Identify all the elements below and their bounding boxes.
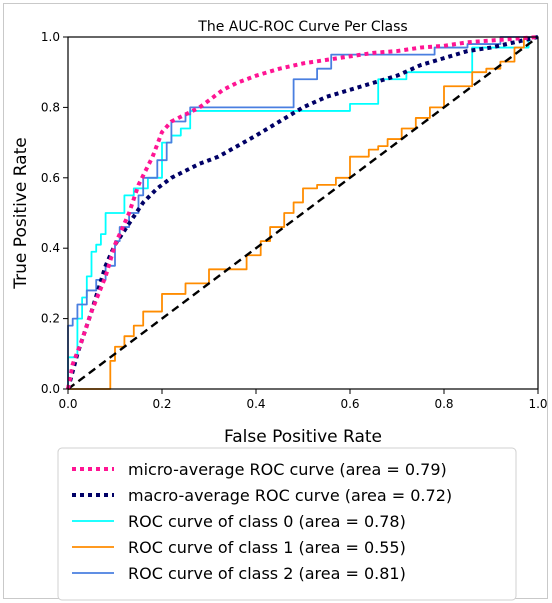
x-tick-label: 0.8 bbox=[434, 397, 453, 411]
axis-ticks: 0.0 0.2 0.4 0.6 0.8 1.0 0.0 0.2 0.4 0.6 0.8 1.0 bbox=[41, 30, 548, 411]
x-tick-label: 0.6 bbox=[340, 397, 359, 411]
plot-area-border bbox=[67, 36, 539, 390]
legend-label: micro-average ROC curve (area = 0.79) bbox=[128, 460, 447, 479]
y-tick-label: 0.8 bbox=[41, 100, 60, 114]
x-tick-label: 0.2 bbox=[152, 397, 171, 411]
legend-label: ROC curve of class 1 (area = 0.55) bbox=[128, 538, 406, 557]
legend: micro-average ROC curve (area = 0.79) mac… bbox=[57, 447, 517, 601]
y-axis-label: True Positive Rate bbox=[11, 137, 31, 289]
series-line-0 bbox=[66, 35, 539, 390]
curves-layer bbox=[66, 35, 539, 390]
series-line-4 bbox=[67, 36, 538, 389]
series-line-2 bbox=[67, 36, 538, 389]
y-tick-label: 0.2 bbox=[41, 312, 60, 326]
y-tick-label: 0.6 bbox=[41, 171, 60, 185]
chance-diagonal-line bbox=[67, 36, 539, 390]
x-tick-label: 0.4 bbox=[246, 397, 265, 411]
legend-label: macro-average ROC curve (area = 0.72) bbox=[128, 486, 452, 505]
legend-box bbox=[57, 447, 517, 601]
y-tick-label: 0.0 bbox=[41, 382, 60, 396]
legend-label: ROC curve of class 2 (area = 0.81) bbox=[128, 564, 406, 583]
y-tick-label: 1.0 bbox=[41, 30, 60, 44]
chart-title: The AUC-ROC Curve Per Class bbox=[197, 19, 407, 35]
legend-label: ROC curve of class 0 (area = 0.78) bbox=[128, 512, 406, 531]
series-line-3 bbox=[68, 36, 538, 390]
y-tick-label: 0.4 bbox=[41, 241, 60, 255]
x-tick-label: 0.0 bbox=[58, 397, 77, 411]
x-tick-label: 1.0 bbox=[528, 397, 547, 411]
x-axis-label: False Positive Rate bbox=[224, 427, 382, 447]
